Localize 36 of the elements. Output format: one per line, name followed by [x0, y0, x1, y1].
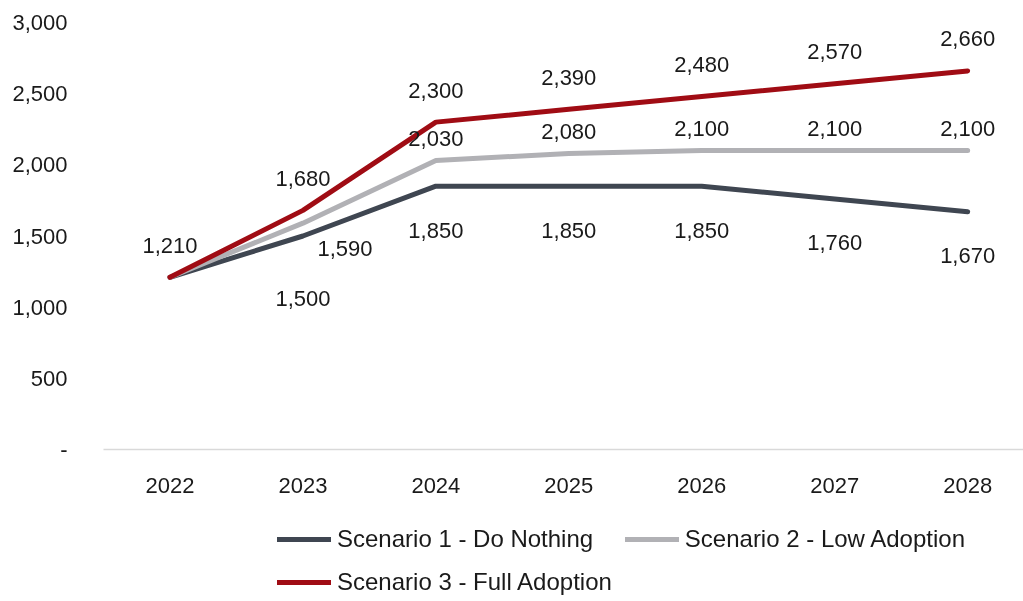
x-tick-label: 2023: [278, 472, 328, 498]
data-label: 1,850: [674, 217, 730, 243]
data-label: 1,850: [408, 217, 464, 243]
x-tick-label: 2027: [810, 472, 860, 498]
legend-label: Scenario 3 - Full Adoption: [337, 568, 612, 596]
data-label: 2,390: [541, 64, 597, 90]
x-tick-label: 2025: [544, 472, 594, 498]
data-label: 2,480: [674, 52, 730, 78]
data-label: 1,670: [940, 243, 996, 269]
data-label: 2,570: [807, 39, 863, 65]
y-tick-label: 3,000: [12, 10, 68, 35]
y-tick-label: 1,000: [12, 294, 68, 320]
data-label: 1,500: [275, 285, 331, 311]
legend-label: Scenario 1 - Do Nothing: [337, 525, 594, 553]
data-label: 2,100: [940, 116, 996, 142]
legend-label: Scenario 2 - Low Adoption: [684, 525, 966, 553]
y-tick-label: 500: [30, 365, 68, 391]
data-label: 1,680: [275, 165, 331, 191]
x-tick-label: 2026: [677, 472, 727, 498]
x-tick-label: 2022: [145, 472, 195, 498]
data-label: 1,210: [142, 232, 198, 258]
data-label: 2,080: [541, 118, 597, 144]
data-label: 2,300: [408, 77, 464, 103]
y-tick-label: 2,000: [12, 152, 68, 178]
data-label: 1,850: [541, 217, 597, 243]
y-tick-label: 2,500: [12, 81, 68, 107]
y-tick-label: 1,500: [12, 223, 68, 249]
y-tick-label: -: [60, 437, 68, 462]
x-tick-label: 2028: [943, 472, 993, 498]
data-label: 2,030: [408, 126, 464, 152]
x-tick-label: 2024: [411, 472, 461, 498]
data-label: 2,100: [674, 116, 730, 142]
data-label: 2,100: [807, 116, 863, 142]
data-label: 1,760: [807, 230, 863, 256]
data-label: 2,660: [940, 26, 996, 52]
data-label: 1,590: [317, 235, 373, 261]
